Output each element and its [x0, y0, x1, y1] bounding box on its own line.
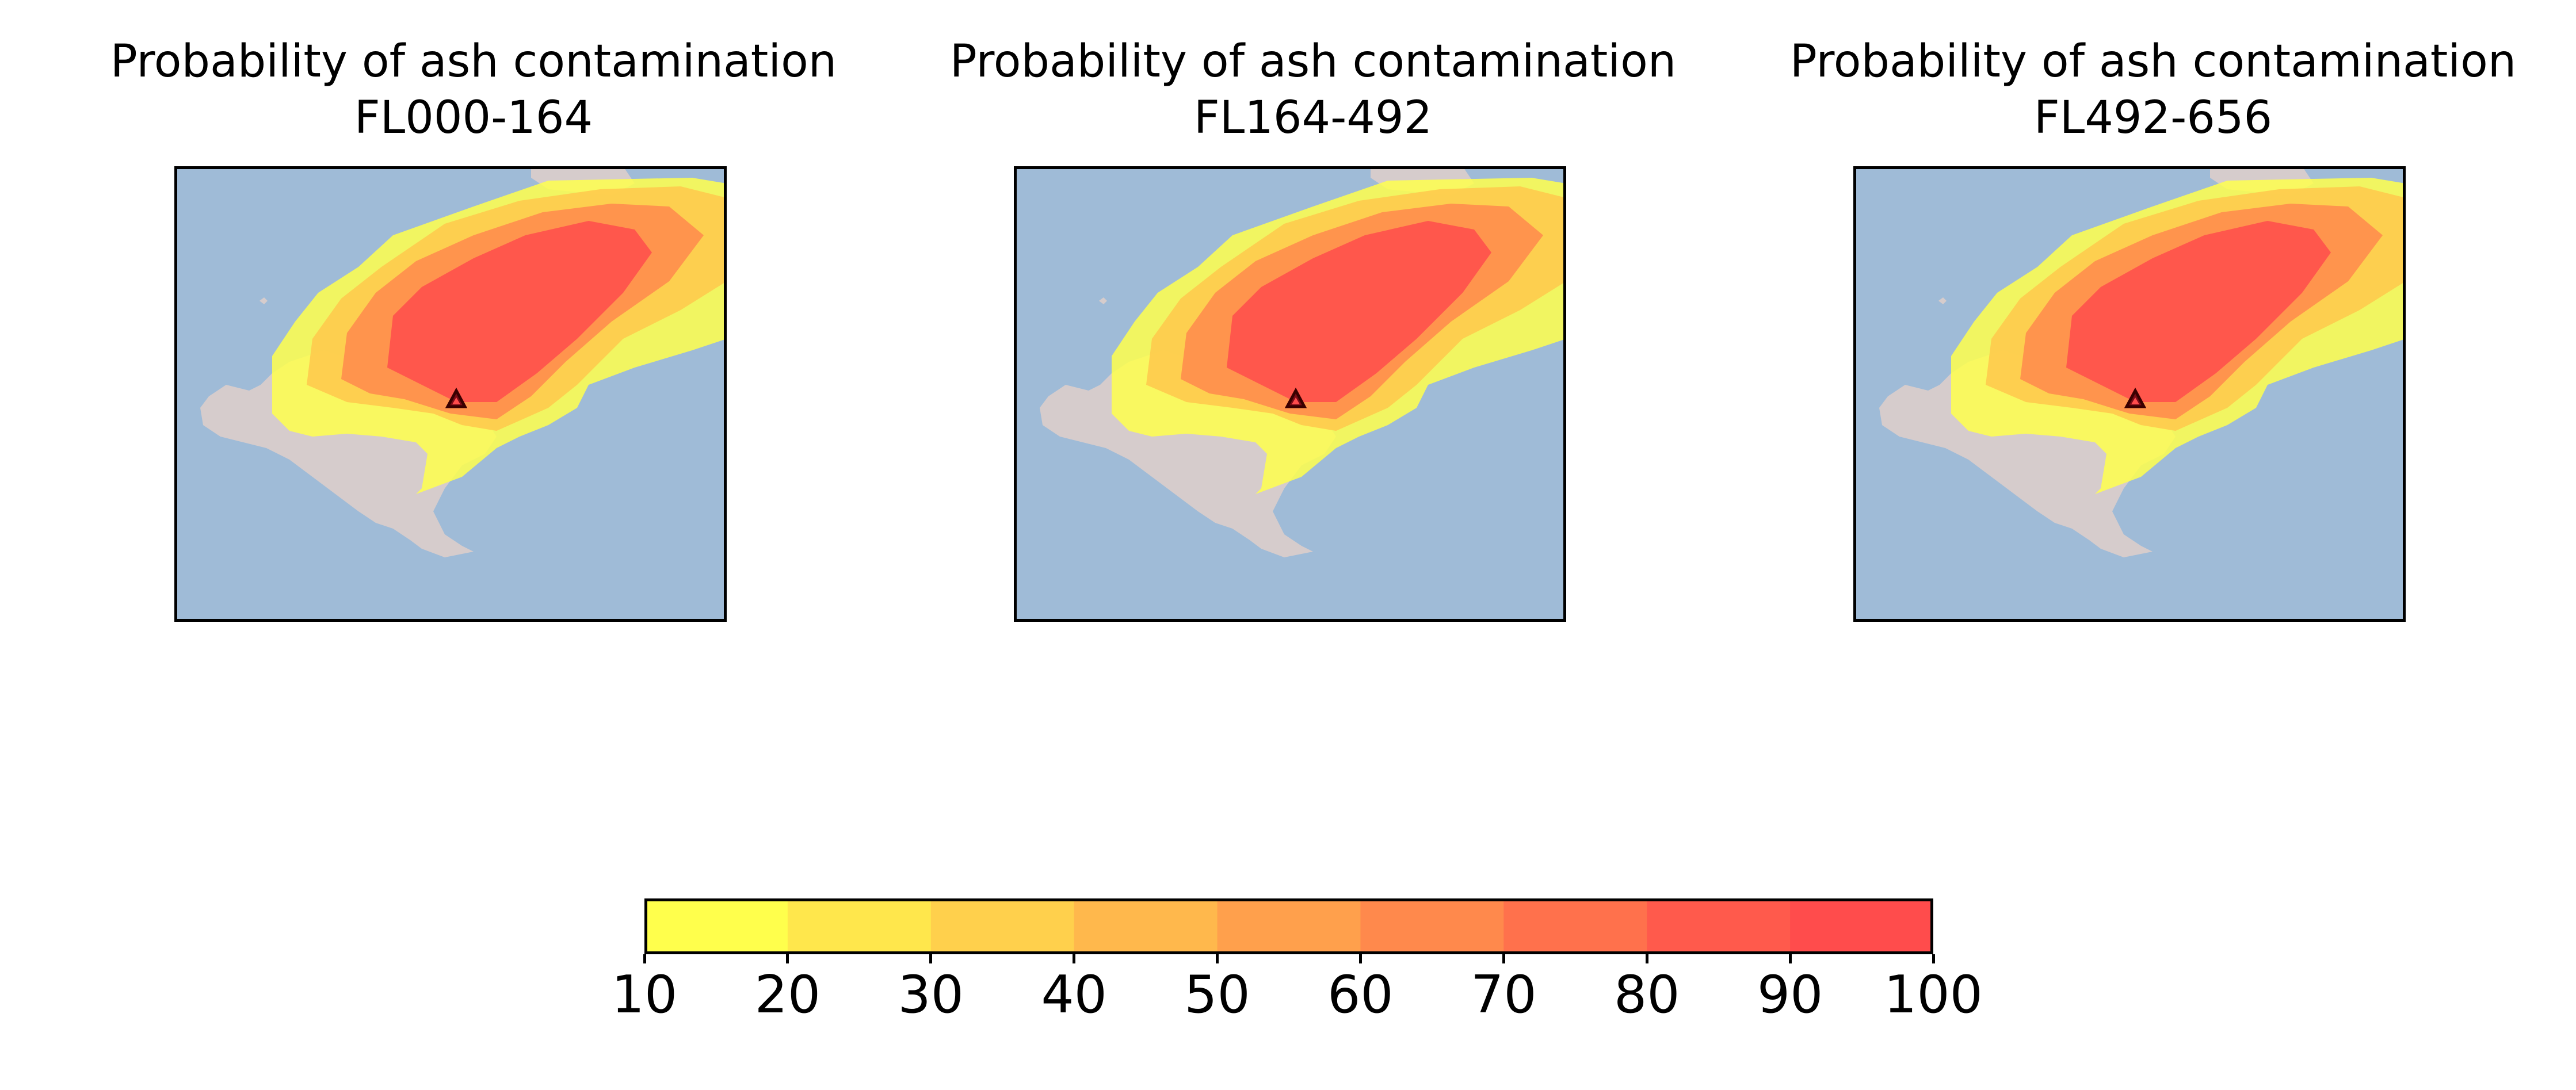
- colorbar-segment: [1360, 898, 1504, 954]
- colorbar-tick-label: 70: [1471, 965, 1537, 1025]
- colorbar-svg: [644, 898, 1934, 954]
- colorbar: [644, 898, 1934, 954]
- land-islet: [1938, 297, 1947, 304]
- colorbar-tick-label: 20: [754, 965, 821, 1025]
- colorbar-tick-mark: [786, 954, 789, 963]
- colorbar-tick-label: 40: [1041, 965, 1107, 1025]
- ash-band-90: [387, 221, 652, 402]
- colorbar-segment: [930, 898, 1075, 954]
- map-2-svg: [1014, 166, 1566, 622]
- panel-3-title: Probability of ash contamination FL492-6…: [1722, 33, 2576, 146]
- colorbar-tick-mark: [643, 954, 646, 963]
- colorbar-tick-mark: [1788, 954, 1792, 963]
- colorbar-segment: [1790, 898, 1934, 954]
- colorbar-tick-mark: [929, 954, 933, 963]
- volcano-marker-inner: [2131, 397, 2139, 404]
- ash-band-90: [1227, 221, 1491, 402]
- panel-3-title-line: Probability of ash contamination: [1789, 36, 2517, 87]
- colorbar-tick-mark: [1932, 954, 1935, 963]
- colorbar-tick-label: 90: [1757, 965, 1823, 1025]
- map-panel-3: [1853, 166, 2406, 622]
- ash-band-90: [2066, 221, 2331, 402]
- colorbar-ticks: 10 20 30 40 50 60 70 80 90 100: [612, 954, 1983, 1025]
- panel-2-title-line: Probability of ash contamination: [949, 36, 1677, 87]
- panel-3-subtitle: FL492-656: [2033, 92, 2273, 144]
- colorbar-segment: [787, 898, 932, 954]
- land-islet: [1099, 297, 1107, 304]
- panel-1-subtitle: FL000-164: [354, 92, 593, 144]
- map-border: [1014, 166, 1566, 622]
- colorbar-segment: [1647, 898, 1791, 954]
- colorbar-segment: [1217, 898, 1361, 954]
- colorbar-tick-mark: [1073, 954, 1076, 963]
- map-1-svg: [174, 166, 727, 622]
- colorbar-border: [644, 898, 1933, 954]
- colorbar-tick-label: 80: [1613, 965, 1680, 1025]
- colorbar-segment: [1503, 898, 1647, 954]
- panel-2-title: Probability of ash contamination FL164-4…: [881, 33, 1745, 146]
- colorbar-tick-mark: [1645, 954, 1648, 963]
- map-panel-2: [1014, 166, 1566, 622]
- panel-1-title: Probability of ash contamination FL000-1…: [42, 33, 905, 146]
- colorbar-tick-label: 30: [898, 965, 964, 1025]
- colorbar-tick-label: 60: [1327, 965, 1394, 1025]
- map-border: [1853, 166, 2406, 622]
- volcano-marker-inner: [1292, 397, 1300, 404]
- colorbar-tick-mark: [1358, 954, 1362, 963]
- map-panel-1: [174, 166, 727, 622]
- colorbar-segment: [644, 898, 788, 954]
- colorbar-tick-label: 50: [1184, 965, 1250, 1025]
- land-islet: [259, 297, 268, 304]
- volcano-marker-inner: [452, 397, 460, 404]
- map-border: [174, 166, 727, 622]
- colorbar-tick-label: 100: [1884, 965, 1983, 1025]
- colorbar-tick-mark: [1216, 954, 1219, 963]
- colorbar-segment: [1074, 898, 1218, 954]
- colorbar-tick-mark: [1502, 954, 1505, 963]
- panel-2-subtitle: FL164-492: [1193, 92, 1433, 144]
- map-3-svg: [1853, 166, 2406, 622]
- panel-1-title-line: Probability of ash contamination: [110, 36, 837, 87]
- colorbar-tick-label: 10: [611, 965, 678, 1025]
